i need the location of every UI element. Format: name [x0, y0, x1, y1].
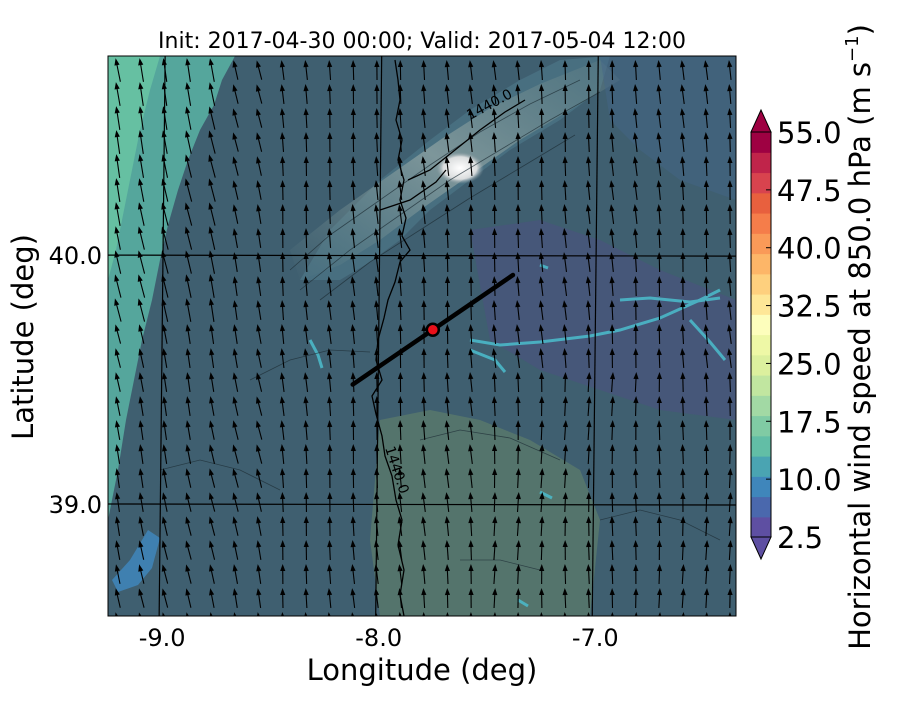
- colorbar-segment: [751, 517, 771, 538]
- wind-arrow-shaft: [424, 616, 425, 632]
- colorbar-tick-label: 17.5: [777, 405, 842, 439]
- x-tick-label: -8.0: [355, 624, 402, 652]
- colorbar-label: Horizontal wind speed at 850.0 hPa (m s−…: [842, 24, 877, 650]
- x-axis-label: Longitude (deg): [307, 653, 538, 687]
- colorbar-segment: [751, 416, 771, 437]
- map-plot-area: 1440.0 1440.0: [108, 56, 736, 632]
- colorbar-label-close: ): [843, 24, 877, 35]
- wind-arrow-shaft: [211, 616, 214, 632]
- colorbar-segment: [751, 193, 771, 214]
- colorbar-segment: [751, 132, 771, 153]
- colorbar-tick-label: 2.5: [777, 521, 823, 555]
- wind-arrow-shaft: [329, 616, 331, 632]
- wind-arrow-shaft: [541, 616, 542, 632]
- wind-arrow-shaft: [187, 616, 190, 632]
- colorbar-segment: [751, 152, 771, 173]
- colorbar-segment: [751, 355, 771, 376]
- colorbar-segment: [751, 436, 771, 457]
- colorbar-label-exponent: −1: [842, 35, 863, 62]
- wind-arrow-shaft: [494, 616, 495, 632]
- colorbar-tick-label: 25.0: [777, 347, 842, 381]
- snow-peak: [436, 152, 484, 184]
- wind-arrow-shaft: [258, 616, 260, 632]
- colorbar-tick-label: 47.5: [777, 174, 842, 208]
- colorbar-segment: [751, 274, 771, 295]
- chart-title: Init: 2017-04-30 00:00; Valid: 2017-05-0…: [158, 29, 686, 54]
- wind-arrow-shaft: [682, 616, 683, 632]
- colorbar-segment: [751, 375, 771, 396]
- colorbar-segment: [751, 335, 771, 356]
- colorbar-segment: [751, 213, 771, 234]
- y-tick-label: 40.0: [49, 242, 102, 270]
- colorbar-tick-label: 32.5: [777, 290, 842, 324]
- wind-arrow-shaft: [283, 616, 284, 632]
- colorbar-segment: [751, 233, 771, 254]
- y-tick-label: 39.0: [49, 491, 102, 519]
- colorbar-extend-min: [751, 537, 771, 559]
- colorbar-segment: [751, 456, 771, 477]
- wind-arrow-shaft: [635, 616, 636, 632]
- colorbar-label-main: Horizontal wind speed at 850.0 hPa (m s: [843, 62, 877, 650]
- x-axis-ticks: -9.0 -8.0 -7.0: [139, 624, 619, 652]
- x-tick-label: -7.0: [572, 624, 619, 652]
- wind-arrow-shaft: [117, 616, 121, 632]
- colorbar-segment: [751, 497, 771, 518]
- wind-arrow-shaft: [565, 616, 566, 632]
- colorbar: [751, 110, 771, 559]
- wind-arrow-shaft: [659, 616, 660, 632]
- y-axis-ticks: 39.0 40.0: [49, 242, 102, 519]
- colorbar-tick-label: 55.0: [777, 116, 842, 150]
- colorbar-segment: [751, 254, 771, 275]
- location-marker: [427, 324, 439, 336]
- y-axis-label: Latitude (deg): [6, 234, 40, 440]
- colorbar-extend-max: [751, 110, 771, 132]
- x-tick-label: -9.0: [139, 624, 186, 652]
- colorbar-tick-label: 10.0: [777, 463, 842, 497]
- colorbar-ticks: 2.5 10.0 17.5 25.0 32.5 40.0 47.5 55.0: [766, 116, 842, 555]
- wind-arrow-shaft: [306, 616, 307, 632]
- colorbar-segment: [751, 395, 771, 416]
- colorbar-tick-label: 40.0: [777, 232, 842, 266]
- colorbar-segment: [751, 314, 771, 335]
- colorbar-segment: [751, 294, 771, 315]
- wind-arrow-shaft: [235, 616, 237, 632]
- wind-arrow-shaft: [706, 616, 707, 632]
